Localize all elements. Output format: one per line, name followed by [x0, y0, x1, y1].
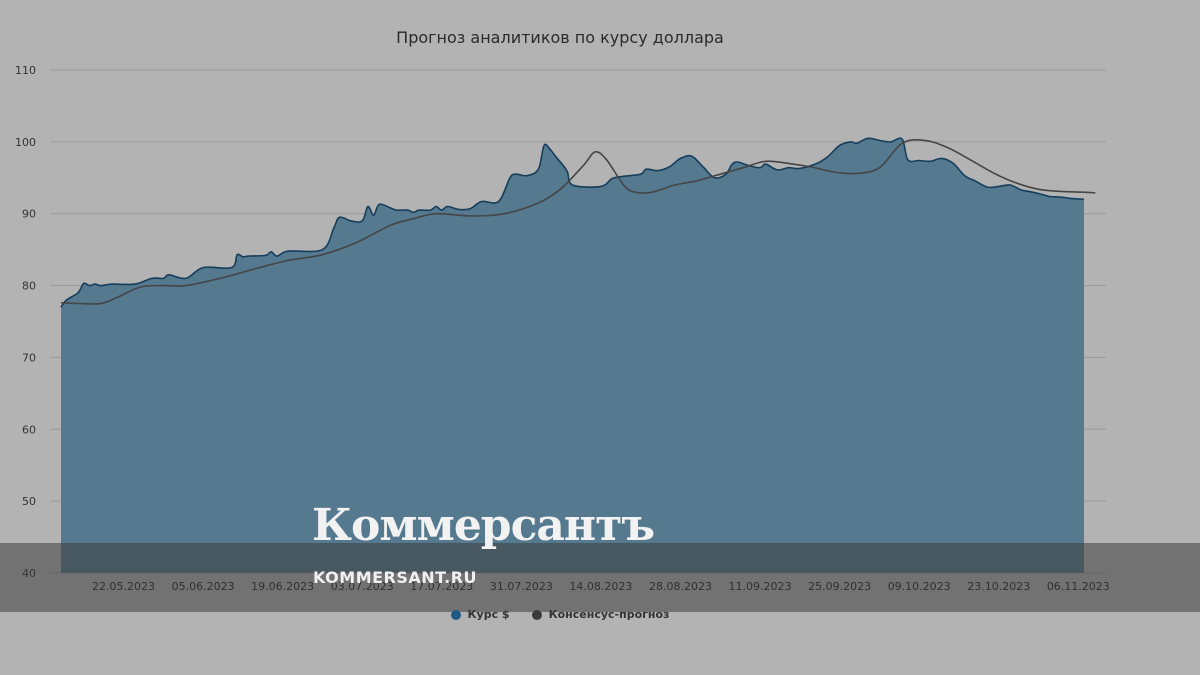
series-area-rate	[61, 138, 1084, 573]
chart-legend: Курс $ Консенсус-прогноз	[0, 608, 1120, 621]
kommersant-url: KOMMERSANT.RU	[313, 568, 478, 587]
y-tick-label: 80	[22, 280, 36, 293]
price-area	[61, 138, 1084, 573]
legend-label-consensus: Консенсус-прогноз	[548, 608, 670, 621]
y-tick-label: 60	[22, 423, 36, 436]
kommersant-logo: Коммерсантъ	[312, 500, 655, 551]
legend-dot-consensus-icon	[531, 609, 542, 620]
legend-item-rate[interactable]: Курс $	[450, 608, 510, 621]
legend-label-rate: Курс $	[467, 608, 510, 621]
y-tick-label: 100	[15, 136, 36, 149]
y-tick-label: 70	[22, 351, 36, 364]
y-tick-label: 50	[22, 495, 36, 508]
series-line-rate	[60, 137, 1085, 308]
series-lines	[60, 137, 1096, 308]
watermark-banner	[0, 543, 1200, 612]
legend-dot-rate-icon	[450, 609, 461, 620]
legend-item-consensus[interactable]: Консенсус-прогноз	[531, 608, 670, 621]
chart-title: Прогноз аналитиков по курсу доллара	[396, 28, 724, 47]
y-axis-ticks: 405060708090100110	[15, 64, 36, 580]
y-tick-label: 90	[22, 208, 36, 221]
y-tick-label: 110	[15, 64, 36, 77]
series-line-consensus	[60, 138, 1096, 305]
